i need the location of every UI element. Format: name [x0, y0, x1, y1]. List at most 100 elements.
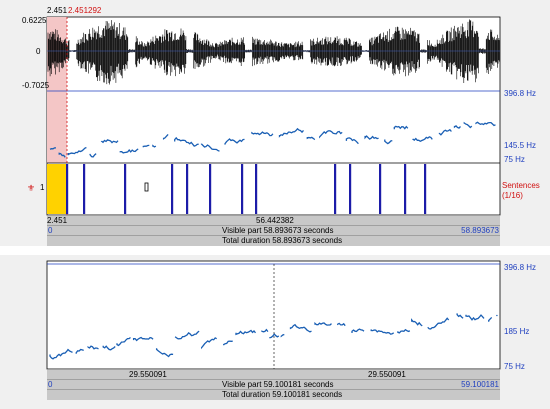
pitch-segment	[289, 323, 312, 333]
pitch-segment	[174, 330, 200, 340]
bottom-total-duration-bar[interactable]: Total duration 59.100181 seconds	[47, 389, 500, 400]
pitch-segment	[463, 121, 473, 129]
tier-name: Sentences	[502, 181, 540, 190]
pitch-segment	[319, 130, 343, 139]
pitch-segment	[453, 125, 461, 129]
pitch-segment	[132, 336, 154, 342]
pitch-segment	[397, 328, 411, 334]
amplitude-min: -0.7025	[22, 81, 50, 90]
right-half-label: 29.550091	[368, 370, 406, 379]
tier-boundaries[interactable]	[66, 164, 427, 214]
pitch-segment	[306, 136, 316, 141]
pitch-segment	[201, 337, 218, 350]
pitch-segment	[119, 148, 139, 154]
bottom-editor-canvas	[46, 260, 501, 370]
pitch-segment	[345, 137, 359, 145]
pitch-mid-label: 145.5 Hz	[504, 141, 537, 150]
pitch-segment	[155, 348, 174, 358]
interval-boundary	[171, 164, 174, 214]
visible-part-label: Visible part 58.893673 seconds	[222, 226, 334, 235]
pitch-segment	[411, 318, 423, 327]
interval-boundary	[209, 164, 212, 214]
view-end: 58.893673	[461, 226, 499, 235]
selection-duration: 56.442382	[256, 216, 294, 225]
pitch-segment	[224, 138, 245, 145]
pitch-segment	[261, 328, 269, 333]
interval-boundary	[66, 164, 69, 214]
bottom-view-area[interactable]	[46, 260, 501, 370]
pitch-segment	[438, 128, 452, 136]
pitch-segment	[235, 329, 257, 336]
selection-bar[interactable]: 2.451 56.442382	[47, 215, 500, 226]
interval-boundary	[83, 164, 86, 214]
amplitude-max: 0.6225	[22, 16, 47, 25]
pitch-segment	[393, 125, 409, 130]
interval-boundary	[404, 164, 407, 214]
cursor-time-precise: 2.451292	[68, 6, 102, 15]
pitch-segment	[384, 139, 393, 145]
pitch-max-label: 396.8 Hz	[504, 89, 537, 98]
bottom-view-end: 59.100181	[461, 380, 499, 389]
pitch-segment	[269, 333, 280, 339]
pitch-segment	[223, 340, 233, 346]
left-half-label: 29.550091	[129, 370, 167, 379]
pitch-segment	[162, 133, 169, 140]
pitch-segment	[465, 314, 485, 321]
pitch-segment	[116, 336, 131, 347]
text-cursor-icon	[144, 182, 149, 192]
pitch-segment	[87, 345, 99, 350]
pitch-segment	[49, 147, 56, 150]
visible-part-bar[interactable]: 0 Visible part 58.893673 seconds 58.8936…	[47, 225, 500, 236]
interval-boundary	[255, 164, 258, 214]
bottom-pitch-min-label: 75 Hz	[504, 362, 525, 371]
pitch-segment	[278, 127, 304, 138]
pitch-segment	[89, 153, 97, 158]
pitch-segment	[174, 136, 199, 147]
pitch-segment	[364, 135, 379, 140]
selection-start: 2.451	[47, 216, 68, 225]
interval-boundary	[349, 164, 352, 214]
pitch-segment	[75, 348, 84, 354]
bottom-visible-part-label: Visible part 59.100181 seconds	[222, 380, 334, 389]
top-editor-canvas	[46, 16, 501, 216]
pitch-segment	[142, 144, 150, 148]
pitch-segment	[100, 139, 119, 144]
interval-boundary	[424, 164, 427, 214]
interval-boundary	[379, 164, 382, 214]
interval-boundary	[186, 164, 189, 214]
bottom-view-start: 0	[48, 380, 53, 389]
pitch-segment	[152, 144, 157, 148]
pitch-segment	[337, 322, 346, 327]
tier-pin-icon[interactable]: ⚜	[27, 183, 36, 193]
pitch-segment	[251, 131, 274, 137]
pitch-segment	[102, 345, 116, 351]
total-duration-bar[interactable]: Total duration 58.893673 seconds	[47, 235, 500, 246]
bottom-pitch-mid-label: 185 Hz	[504, 327, 530, 336]
pitch-segment	[475, 121, 496, 127]
bottom-pitch-max-label: 396.8 Hz	[504, 263, 537, 272]
pitch-track-bottom	[49, 313, 498, 360]
bottom-visible-part-bar[interactable]: 0 Visible part 59.100181 seconds 59.1001…	[47, 379, 500, 390]
interval-boundary	[124, 164, 127, 214]
pitch-segment	[370, 329, 395, 335]
pitch-segment	[200, 143, 220, 152]
view-start: 0	[48, 226, 53, 235]
cursor-time: 2.451	[47, 6, 68, 15]
pitch-segment	[67, 146, 87, 156]
right-half-bar[interactable]: 29.550091	[274, 369, 500, 380]
bottom-sound-editor: 396.8 Hz 185 Hz 75 Hz 29.550091 29.55009…	[0, 255, 550, 409]
tier-count: (1/16)	[502, 191, 523, 200]
bottom-total-duration-label: Total duration 59.100181 seconds	[222, 390, 343, 399]
pitch-track-top	[49, 121, 496, 158]
selected-interval[interactable]	[47, 164, 67, 214]
left-half-bar[interactable]: 29.550091	[47, 369, 274, 380]
total-duration-label: Total duration 58.893673 seconds	[222, 236, 343, 245]
pitch-segment	[488, 316, 493, 322]
pitch-min-label: 75 Hz	[504, 155, 525, 164]
pitch-segment	[49, 348, 73, 360]
pitch-segment	[351, 328, 365, 333]
pitch-segment	[456, 313, 464, 319]
pitch-segment	[280, 333, 285, 338]
pitch-segment	[314, 322, 332, 326]
pitch-segment	[427, 317, 450, 330]
